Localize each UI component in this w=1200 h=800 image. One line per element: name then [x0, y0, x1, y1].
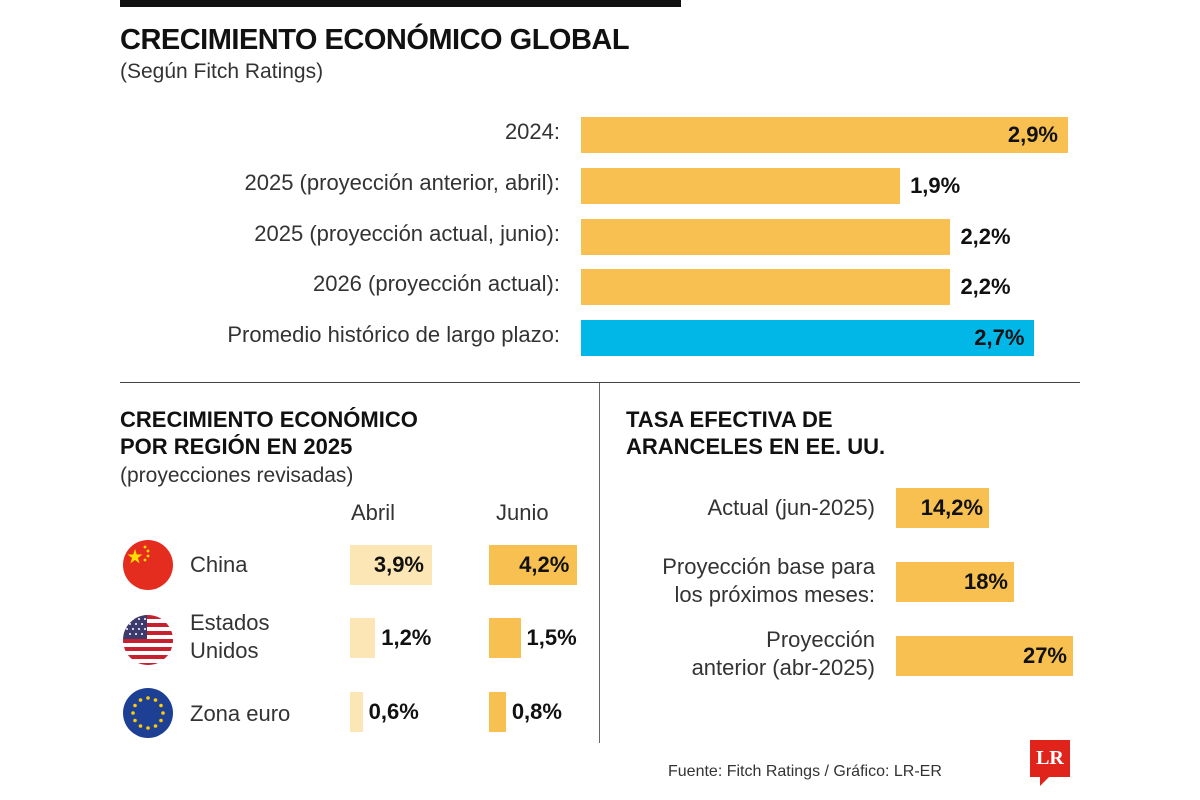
tariff-bar	[896, 488, 990, 528]
tariff-value-label: 27%	[1022, 643, 1067, 668]
tariff-label: Actual (jun-2025)	[707, 495, 875, 520]
tariff-value-label: 18%	[963, 569, 1008, 594]
chart-title: CRECIMIENTO ECONÓMICO GLOBAL	[120, 24, 630, 56]
global-bar	[581, 117, 1068, 153]
global-category-label: 2024:	[504, 119, 560, 144]
region-bar-april	[350, 545, 432, 585]
region-value-june: 4,2%	[519, 552, 570, 577]
region-section-subtitle: (proyecciones revisadas)	[120, 464, 354, 487]
global-category-label: 2025 (proyección actual, junio):	[254, 221, 560, 246]
region-bar-june	[489, 618, 521, 658]
tariff-section-title: TASA EFECTIVA DE ARANCELES EN EE. UU.	[626, 406, 885, 460]
usa-flag-icon	[123, 615, 173, 665]
global-category-label: 2026 (proyección actual):	[312, 271, 560, 296]
country-label-eurozone: Zona euro	[190, 701, 291, 726]
global-value-label: 2,2%	[960, 224, 1011, 249]
region-bar-june	[489, 692, 506, 732]
region-bar-april	[350, 618, 376, 658]
region-value-april: 3,9%	[373, 552, 424, 577]
region-bar-june	[489, 545, 578, 585]
section-divider-horizontal	[120, 382, 1080, 383]
column-header-june: Junio	[496, 500, 549, 525]
global-value-label: 2,7%	[974, 325, 1025, 350]
region-title-line1: CRECIMIENTO ECONÓMICO	[120, 407, 418, 432]
global-value-label: 1,9%	[910, 173, 961, 198]
global-value-label: 2,2%	[960, 274, 1011, 299]
china-flag-icon	[123, 540, 173, 590]
global-category-label: Promedio histórico de largo plazo:	[227, 322, 560, 347]
country-label-china: China	[190, 552, 248, 577]
global-category-label: 2025 (proyección anterior, abril):	[244, 170, 561, 195]
global-bar	[581, 269, 951, 305]
tariff-bar	[896, 636, 1073, 676]
global-value-label: 2,9%	[1007, 122, 1058, 147]
tariff-value-label: 14,2%	[920, 495, 984, 520]
country-label-usa: Estados Unidos	[190, 610, 270, 663]
tariff-title-line2: ARANCELES EN EE. UU.	[626, 434, 886, 459]
region-title-line2: POR REGIÓN EN 2025	[120, 434, 353, 459]
region-value-april: 1,2%	[381, 625, 432, 650]
region-bar-april	[350, 692, 363, 732]
global-bar	[581, 320, 1035, 356]
tariff-title-line1: TASA EFECTIVA DE	[626, 407, 833, 432]
section-divider-vertical	[599, 383, 600, 743]
top-rule	[120, 0, 681, 7]
region-value-april: 0,6%	[368, 699, 419, 724]
global-bar	[581, 168, 901, 204]
tariff-label: Proyección anterior (abr-2025)	[691, 627, 875, 680]
chart-subtitle: (Según Fitch Ratings)	[120, 60, 324, 83]
tariff-label: Proyección base para los próximos meses:	[662, 554, 875, 607]
column-header-april: Abril	[351, 500, 396, 525]
eu-flag-icon	[123, 688, 173, 738]
region-value-june: 0,8%	[511, 699, 562, 724]
global-bar	[581, 219, 951, 255]
region-value-june: 1,5%	[526, 625, 577, 650]
region-section-title: CRECIMIENTO ECONÓMICO POR REGIÓN EN 2025	[120, 406, 418, 460]
source-note: Fuente: Fitch Ratings / Gráfico: LR-ER	[668, 763, 942, 780]
tariff-bar	[896, 562, 1014, 602]
lr-logo: LR	[1030, 740, 1070, 786]
